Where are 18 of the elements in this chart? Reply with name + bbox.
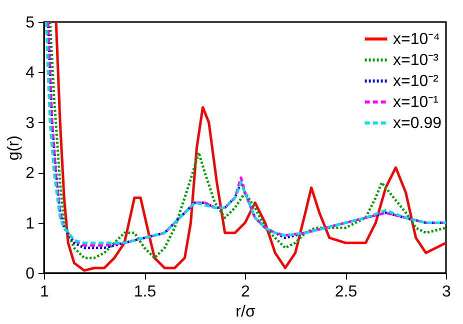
legend-label: x=0.99 xyxy=(393,115,442,132)
legend-label: x=10⁻³ xyxy=(393,52,440,69)
x-tick-label: 1.5 xyxy=(134,284,156,300)
y-tick-label: 5 xyxy=(26,14,35,32)
y-tick-label: 4 xyxy=(26,64,35,82)
y-axis-title: g(r) xyxy=(6,136,23,160)
x-axis-title: r/σ xyxy=(236,304,256,320)
x-tick-label: 2.5 xyxy=(334,284,358,300)
legend-label: x=10⁻¹ xyxy=(393,94,438,111)
x-tick-label: 2 xyxy=(241,284,250,300)
x-tick-label: 1 xyxy=(40,284,50,300)
y-tick-label: 3 xyxy=(26,114,35,132)
legend-label: x=10⁻² xyxy=(393,73,440,90)
y-tick-label: 2 xyxy=(26,165,35,182)
x-tick-label: 3 xyxy=(442,284,452,300)
legend-label: x=10⁻⁴ xyxy=(393,31,440,48)
y-tick-label: 0 xyxy=(26,266,35,282)
y-tick-label: 1 xyxy=(26,215,35,232)
